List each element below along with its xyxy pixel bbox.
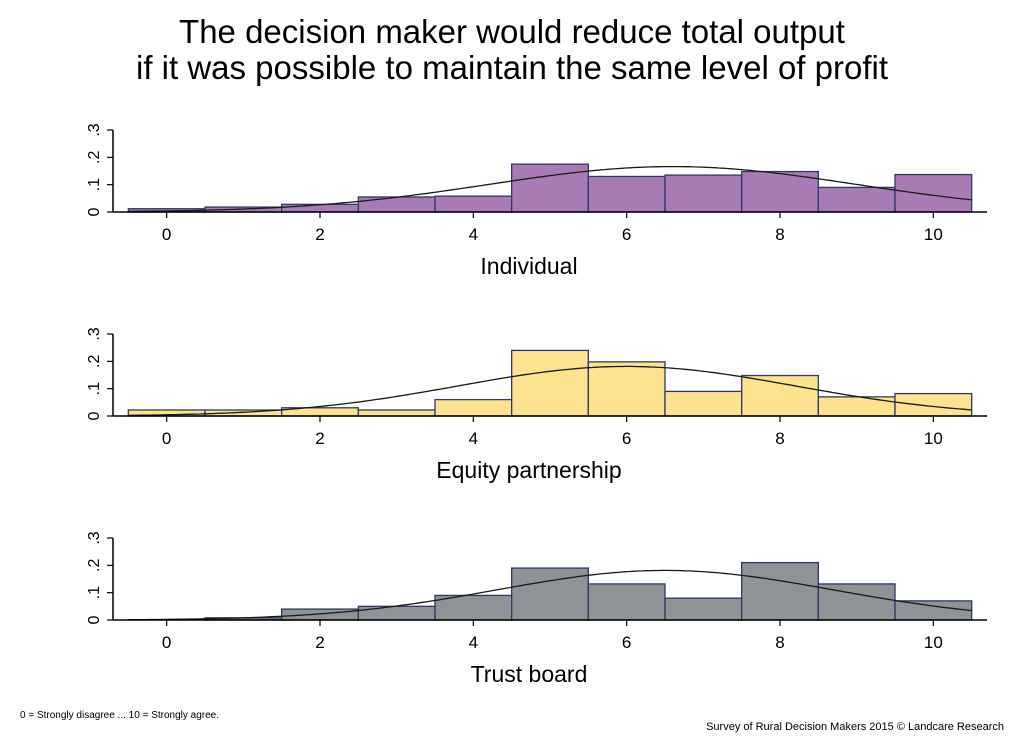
x-tick-label: 0 — [162, 633, 171, 652]
y-tick-label: .3 — [86, 123, 103, 136]
y-tick-label: 0 — [86, 411, 103, 420]
source-credit: Survey of Rural Decision Makers 2015 © L… — [706, 721, 1004, 733]
y-tick-label: .3 — [86, 531, 103, 544]
y-tick-label: 0 — [86, 615, 103, 624]
x-tick-label: 2 — [315, 633, 324, 652]
histogram-bar — [664, 597, 743, 621]
chart-title: The decision maker would reduce total ou… — [0, 14, 1024, 86]
histogram-bar — [817, 396, 896, 417]
density-curve — [128, 569, 972, 621]
histogram-bar — [587, 361, 666, 417]
x-tick-label: 8 — [775, 429, 784, 448]
histogram-bar — [664, 174, 743, 213]
x-tick-label: 6 — [622, 633, 631, 652]
x-tick-label: 10 — [924, 225, 943, 244]
density-curve — [128, 165, 972, 213]
y-tick-label: .1 — [86, 586, 103, 599]
x-tick-label: 0 — [162, 429, 171, 448]
title-line-1: The decision maker would reduce total ou… — [179, 13, 845, 50]
x-tick-label: 4 — [469, 633, 478, 652]
x-tick-label: 2 — [315, 225, 324, 244]
x-tick-label: 4 — [469, 429, 478, 448]
histogram-panel-equity-partnership: 0 2 4 6 8 10 0 .1 .2 .3 Equity partnership — [86, 327, 987, 483]
histogram-panel-individual: 0 2 4 6 8 10 0 .1 .2 .3 Individual — [86, 123, 987, 279]
y-tick-label: .1 — [86, 178, 103, 191]
histogram-bar — [817, 186, 896, 213]
y-tick-label: 0 — [86, 207, 103, 216]
histogram-panel-trust-board: 0 2 4 6 8 10 0 .1 .2 .3 Trust board — [86, 531, 987, 687]
x-tick-label: 6 — [622, 429, 631, 448]
histogram-bar — [587, 583, 666, 621]
x-tick-label: 6 — [622, 225, 631, 244]
y-tick-label: .1 — [86, 382, 103, 395]
x-tick-label: 8 — [775, 225, 784, 244]
histogram-bar — [357, 409, 436, 417]
x-tick-label: 8 — [775, 633, 784, 652]
y-tick-label: .2 — [86, 151, 103, 164]
y-tick-label: .2 — [86, 355, 103, 368]
y-tick-label: .3 — [86, 327, 103, 340]
histogram-bar — [511, 567, 589, 621]
y-tick-label: .2 — [86, 559, 103, 572]
histogram-bar — [664, 390, 743, 417]
histogram-bar — [357, 605, 436, 621]
histogram-bar — [281, 608, 359, 621]
histogram-bar — [511, 349, 589, 417]
x-axis-title: Individual — [480, 253, 577, 279]
x-tick-label: 4 — [469, 225, 478, 244]
histogram-bar — [587, 175, 666, 213]
title-line-2: if it was possible to maintain the same … — [135, 49, 889, 86]
histogram-bar — [894, 392, 973, 417]
histogram-bar — [894, 600, 973, 621]
x-axis-title: Equity partnership — [436, 457, 621, 483]
x-axis-title: Trust board — [471, 661, 588, 687]
histogram-bar — [281, 203, 359, 213]
histogram-bar — [741, 170, 819, 213]
histogram-bar — [741, 561, 819, 621]
x-tick-label: 2 — [315, 429, 324, 448]
histogram-bar — [434, 195, 513, 213]
x-tick-label: 0 — [162, 225, 171, 244]
histogram-bar — [357, 196, 436, 213]
histogram-bar — [741, 374, 819, 417]
scale-footnote: 0 = Strongly disagree ... 10 = Strongly … — [20, 710, 220, 721]
x-tick-label: 10 — [924, 633, 943, 652]
histogram-bar — [434, 398, 513, 417]
density-curve — [128, 365, 972, 417]
x-tick-label: 10 — [924, 429, 943, 448]
histogram-bar — [511, 163, 589, 213]
histogram-bar — [894, 173, 973, 213]
